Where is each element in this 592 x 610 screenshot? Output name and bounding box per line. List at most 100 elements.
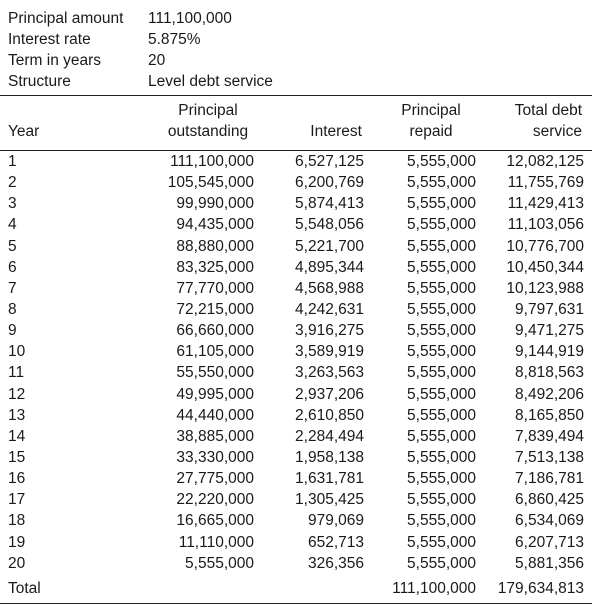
table-row: 7 77,770,000 4,568,988 5,555,000 10,123,988: [0, 278, 592, 299]
interest-cell: 1,631,781: [295, 470, 364, 488]
principal-outstanding-cell: 5,555,000: [185, 554, 254, 572]
header-principal-repaid: Principal repaid: [386, 100, 476, 142]
year-cell: 8: [8, 300, 17, 318]
principal-outstanding-cell: 94,435,000: [176, 216, 254, 234]
year-cell: 3: [8, 195, 17, 213]
table-row: 6 83,325,000 4,895,344 5,555,000 10,450,344: [0, 257, 592, 278]
total-row: Total 111,100,000 179,634,813: [0, 578, 592, 600]
total-debt-service-cell: 12,082,125: [506, 153, 584, 170]
total-debt-service-cell: 7,186,781: [515, 470, 584, 488]
total-debt-service-cell: 11,429,413: [507, 195, 584, 213]
total-principal-repaid: 111,100,000: [392, 580, 476, 597]
total-debt-service-cell: 10,776,700: [506, 237, 584, 255]
principal-outstanding-cell: 49,995,000: [176, 385, 254, 403]
header-divider: [0, 150, 592, 151]
year-cell: 17: [8, 491, 26, 509]
total-debt-service-cell: 9,471,275: [515, 322, 584, 340]
header-label: Principal: [401, 102, 461, 119]
year-cell: 18: [8, 512, 26, 530]
summary-value: 111,100,000: [148, 10, 232, 27]
total-debt-service-cell: 8,165,850: [515, 406, 584, 424]
summary-value: 5.875%: [148, 31, 201, 48]
interest-cell: 5,874,413: [295, 195, 364, 213]
top-divider: [0, 95, 592, 96]
interest-cell: 2,284,494: [295, 427, 364, 445]
interest-cell: 1,958,138: [295, 448, 364, 466]
principal-repaid-cell: 5,555,000: [407, 174, 476, 192]
interest-cell: 3,916,275: [295, 322, 364, 340]
interest-cell: 6,527,125: [295, 153, 364, 170]
table-row: 20 5,555,000 326,356 5,555,000 5,881,356: [0, 553, 592, 574]
table-row: 16 27,775,000 1,631,781 5,555,000 7,186,781: [0, 468, 592, 489]
loan-summary: Principal amount 111,100,000 Interest ra…: [8, 8, 273, 92]
year-cell: 9: [8, 322, 17, 340]
total-debt-service-cell: 9,797,631: [515, 300, 584, 318]
header-label: Total debt: [514, 102, 582, 119]
principal-repaid-cell: 5,555,000: [407, 491, 476, 509]
principal-outstanding-cell: 88,880,000: [176, 237, 254, 255]
principal-outstanding-cell: 111,100,000: [170, 153, 254, 170]
table-body: 1 111,100,000 6,527,125 5,555,000 12,082,125…: [0, 151, 592, 574]
principal-outstanding-cell: 105,545,000: [167, 174, 254, 192]
principal-outstanding-cell: 22,220,000: [176, 491, 254, 509]
header-label: Interest: [310, 123, 362, 140]
principal-repaid-cell: 5,555,000: [407, 364, 476, 382]
year-cell: 13: [8, 406, 26, 424]
table-row: 1 111,100,000 6,527,125 5,555,000 12,082,125: [0, 151, 592, 172]
header-label: repaid: [409, 123, 453, 140]
interest-cell: 4,242,631: [295, 300, 364, 318]
principal-repaid-cell: 5,555,000: [407, 153, 476, 170]
year-cell: 14: [8, 427, 26, 445]
principal-outstanding-cell: 38,885,000: [176, 427, 254, 445]
principal-repaid-cell: 5,555,000: [407, 533, 476, 551]
principal-repaid-cell: 5,555,000: [407, 195, 476, 213]
total-debt-service-cell: 5,881,356: [515, 554, 584, 572]
total-debt-service-cell: 11,755,769: [507, 174, 584, 192]
total-debt-service-cell: 6,860,425: [515, 491, 584, 509]
interest-cell: 652,713: [307, 533, 364, 551]
total-label: Total: [8, 580, 41, 597]
header-principal-outstanding: Principal outstanding: [160, 100, 256, 142]
principal-outstanding-cell: 66,660,000: [176, 322, 254, 340]
summary-row-interest-rate: Interest rate 5.875%: [8, 29, 273, 50]
summary-value: Level debt service: [148, 73, 273, 90]
table-row: 8 72,215,000 4,242,631 5,555,000 9,797,631: [0, 299, 592, 320]
total-debt-service-cell: 7,513,138: [515, 448, 584, 466]
principal-outstanding-cell: 77,770,000: [176, 279, 254, 297]
principal-repaid-cell: 5,555,000: [407, 343, 476, 361]
principal-outstanding-cell: 27,775,000: [176, 470, 254, 488]
summary-label: Structure: [8, 73, 71, 90]
principal-outstanding-cell: 55,550,000: [176, 364, 254, 382]
summary-row-structure: Structure Level debt service: [8, 71, 273, 92]
total-debt-service: 179,634,813: [497, 580, 584, 597]
bottom-divider: [0, 603, 592, 604]
interest-cell: 2,937,206: [295, 385, 364, 403]
year-cell: 6: [8, 258, 17, 276]
table-row: 11 55,550,000 3,263,563 5,555,000 8,818,563: [0, 362, 592, 383]
total-debt-service-cell: 6,207,713: [515, 533, 584, 551]
total-debt-service-cell: 11,103,056: [507, 216, 584, 234]
principal-repaid-cell: 5,555,000: [407, 512, 476, 530]
interest-cell: 5,221,700: [295, 237, 364, 255]
table-row: 13 44,440,000 2,610,850 5,555,000 8,165,850: [0, 405, 592, 426]
principal-repaid-cell: 5,555,000: [407, 300, 476, 318]
summary-value: 20: [148, 52, 166, 69]
total-debt-service-cell: 8,818,563: [515, 364, 584, 382]
principal-repaid-cell: 5,555,000: [407, 279, 476, 297]
principal-repaid-cell: 5,555,000: [407, 322, 476, 340]
header-label: service: [532, 123, 582, 140]
table-row: 12 49,995,000 2,937,206 5,555,000 8,492,206: [0, 384, 592, 405]
summary-label: Principal amount: [8, 10, 124, 27]
year-cell: 1: [8, 153, 17, 170]
principal-repaid-cell: 5,555,000: [407, 427, 476, 445]
principal-repaid-cell: 5,555,000: [407, 258, 476, 276]
year-cell: 11: [8, 364, 25, 382]
table-row: 14 38,885,000 2,284,494 5,555,000 7,839,494: [0, 426, 592, 447]
year-cell: 5: [8, 237, 17, 255]
principal-outstanding-cell: 61,105,000: [176, 343, 254, 361]
interest-cell: 1,305,425: [295, 491, 364, 509]
principal-repaid-cell: 5,555,000: [407, 216, 476, 234]
year-cell: 7: [8, 279, 17, 297]
total-debt-service-cell: 9,144,919: [515, 343, 584, 361]
